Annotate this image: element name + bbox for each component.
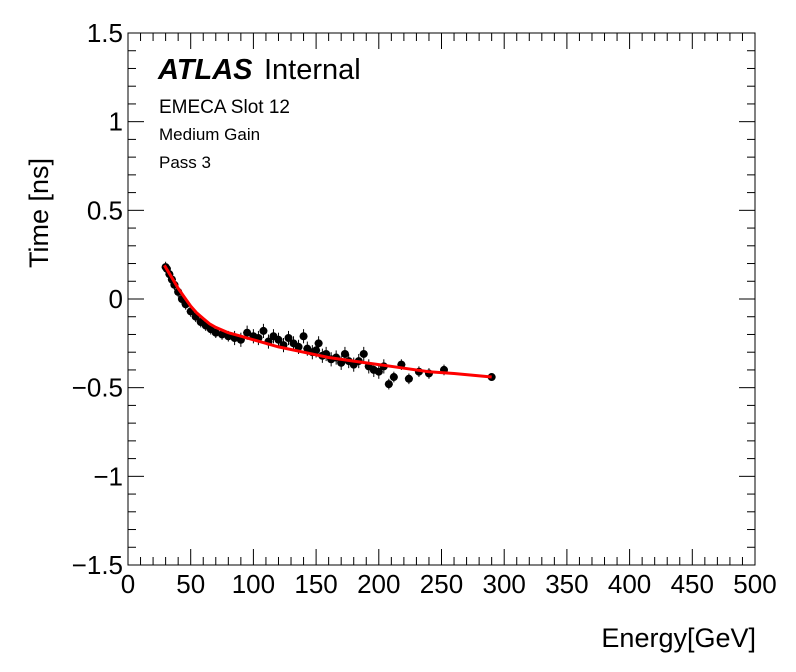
data-point (389, 373, 398, 382)
annotation-pass: Pass 3 (159, 153, 211, 172)
data-point (259, 326, 268, 335)
x-tick-label: 100 (232, 569, 275, 599)
y-axis-title: Time [ns] (24, 158, 54, 268)
data-point (374, 367, 383, 376)
x-tick-label: 350 (545, 569, 588, 599)
fit-curve (163, 264, 492, 379)
y-tick-labels: −1.5 −1 −0.5 0 0.5 1 1.5 (72, 18, 123, 580)
x-tick-label: 200 (357, 569, 400, 599)
data-point (312, 346, 321, 355)
data-point (274, 335, 283, 344)
annotation-detector: EMECA Slot 12 (159, 97, 290, 118)
atlas-logo-text: ATLAS (157, 54, 253, 86)
x-axis-title: Energy[GeV] (601, 623, 756, 653)
x-tick-labels: 0 50 100 150 200 250 300 350 400 450 500 (121, 569, 777, 599)
atlas-label: ATLAS Internal (157, 54, 361, 86)
data-point (243, 328, 252, 337)
x-tick-label: 150 (294, 569, 337, 599)
x-tick-label: 450 (671, 569, 714, 599)
annotation-gain: Medium Gain (159, 125, 260, 144)
y-tick-label: 1.5 (87, 18, 123, 48)
data-point (211, 328, 220, 337)
data-point (340, 349, 349, 358)
x-tick-label: 400 (608, 569, 651, 599)
data-point (359, 349, 368, 358)
data-point (284, 334, 293, 343)
data-point (314, 339, 323, 348)
y-tick-label: −1.5 (72, 550, 123, 580)
y-tick-label: 0.5 (87, 195, 123, 225)
y-tick-label: −1 (93, 461, 123, 491)
data-point (404, 374, 413, 383)
x-tick-label: 0 (121, 569, 135, 599)
atlas-internal-text: Internal (264, 54, 361, 86)
x-tick-label: 300 (483, 569, 526, 599)
fit-curve-group (163, 264, 492, 379)
y-tick-label: 0 (109, 284, 123, 314)
axis-ticks (127, 32, 756, 566)
y-tick-label: −0.5 (72, 373, 123, 403)
x-tick-label: 250 (420, 569, 463, 599)
data-point (299, 332, 308, 341)
data-point (294, 342, 303, 351)
data-point (384, 380, 393, 389)
x-tick-label: 500 (733, 569, 776, 599)
y-tick-label: 1 (109, 107, 123, 137)
x-tick-label: 50 (176, 569, 205, 599)
